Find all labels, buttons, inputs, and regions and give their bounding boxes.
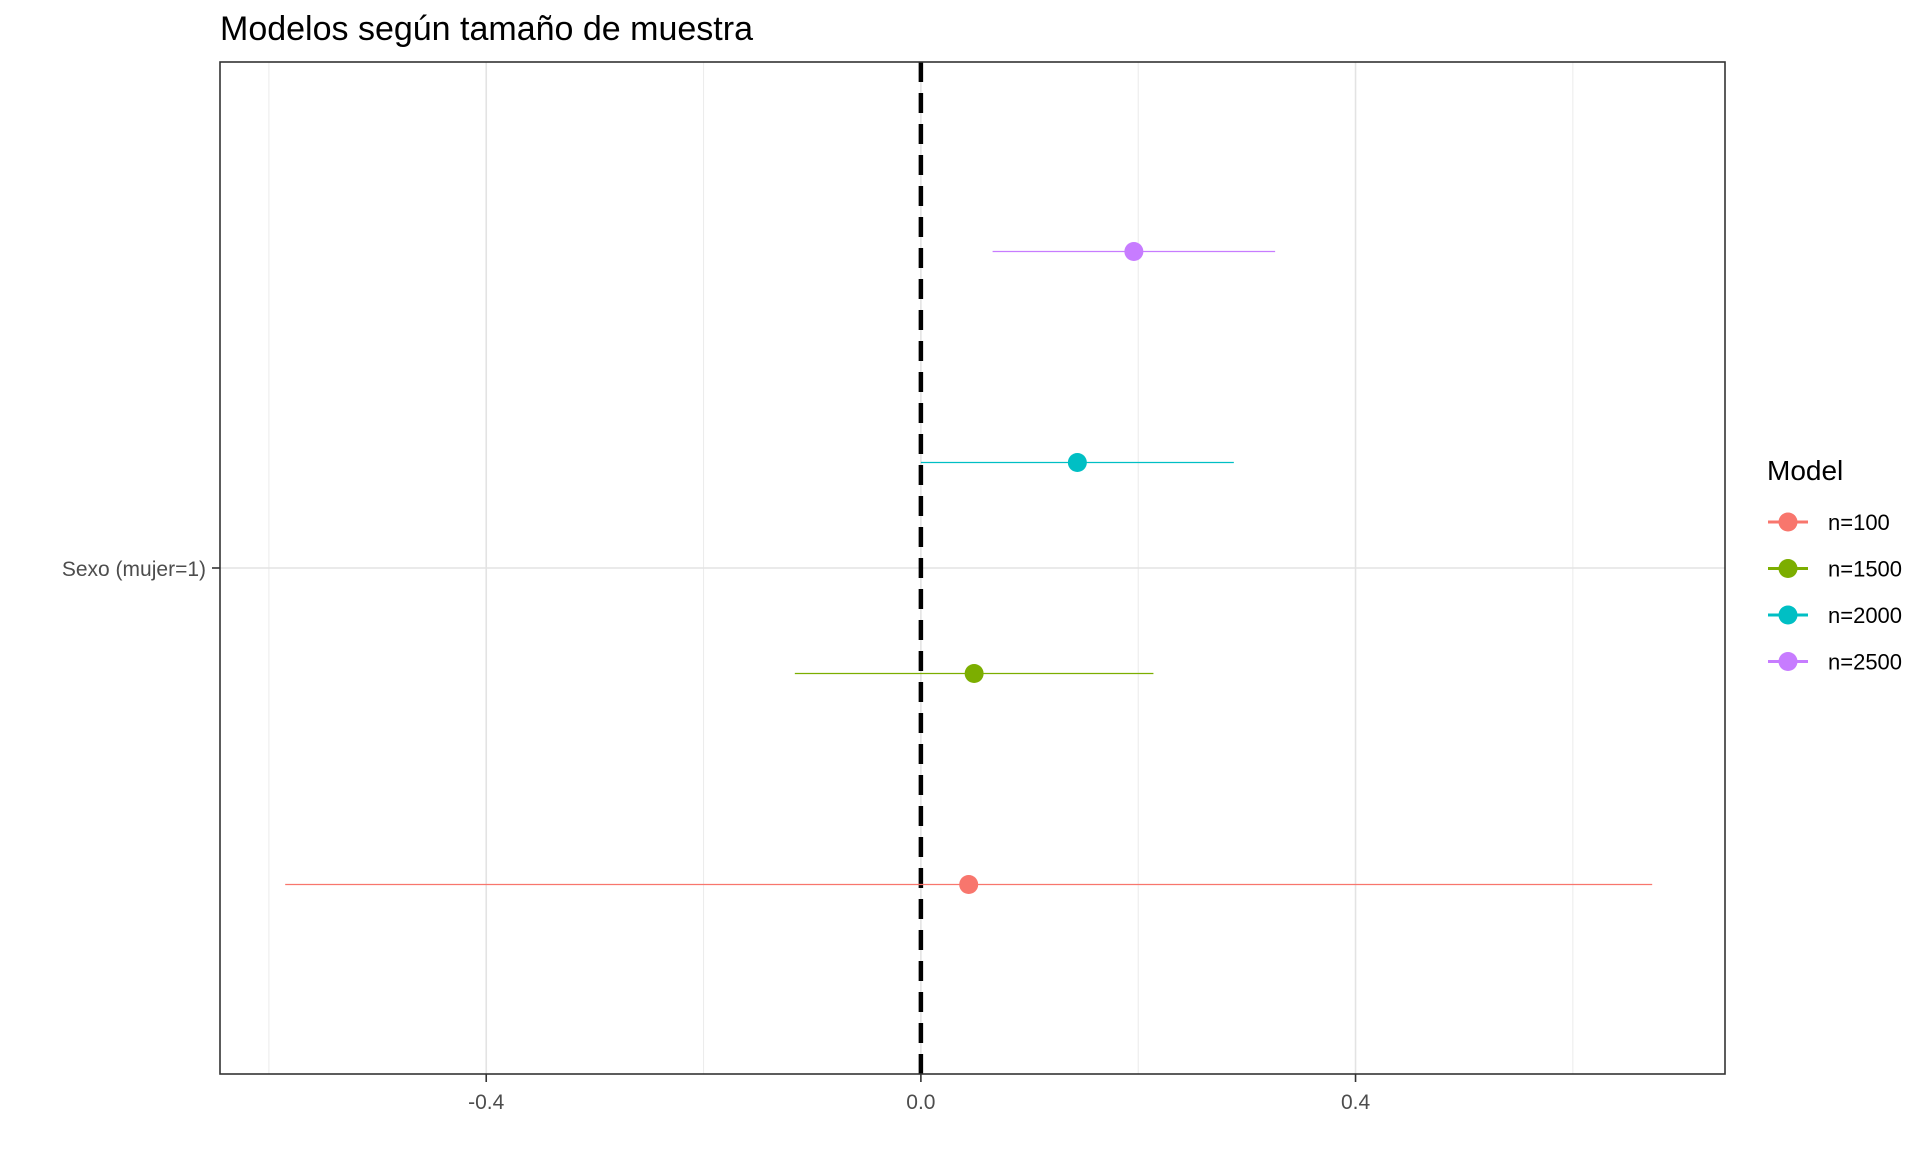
estimate-point — [1124, 242, 1144, 261]
legend-key-point — [1778, 559, 1798, 578]
x-tick-label: 0.4 — [1341, 1091, 1371, 1114]
y-tick-label: Sexo (mujer=1) — [62, 558, 206, 581]
x-tick-label: 0.0 — [906, 1091, 935, 1114]
legend-label: n=2000 — [1828, 603, 1902, 628]
axes: -0.4 0.0 0.4 Sexo (mujer=1) — [62, 558, 1371, 1114]
legend-key-point — [1778, 605, 1798, 625]
chart-title: Modelos según tamaño de muestra — [220, 10, 753, 48]
estimate-point — [959, 875, 979, 894]
legend-label: n=2500 — [1828, 650, 1902, 675]
estimate-point — [1067, 453, 1087, 472]
estimate-point — [964, 664, 984, 683]
legend-label: n=100 — [1828, 510, 1890, 535]
legend-key-point — [1778, 512, 1798, 532]
legend-title: Model — [1767, 455, 1843, 486]
series-group — [285, 242, 1653, 894]
x-tick-label: -0.4 — [468, 1091, 505, 1114]
legend-label: n=1500 — [1828, 557, 1902, 582]
legend-key-point — [1778, 652, 1798, 671]
legend: Model n=100 n=1500 n=2000 n=2500 — [1767, 455, 1902, 675]
